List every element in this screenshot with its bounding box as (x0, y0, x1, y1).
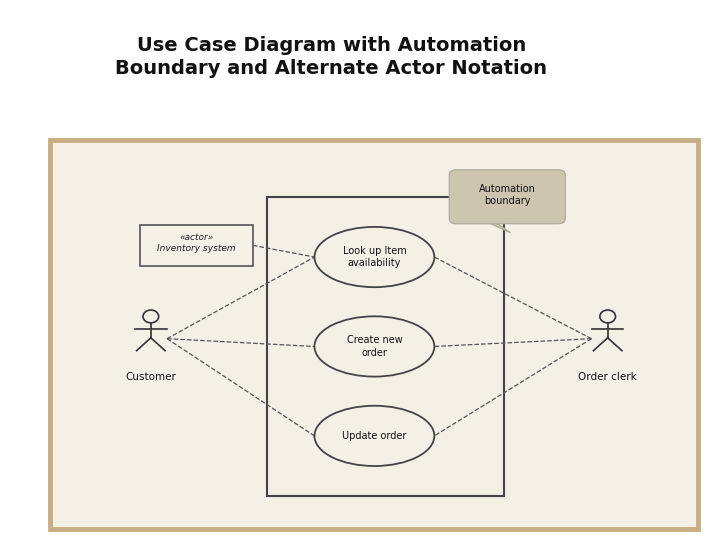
Ellipse shape (315, 316, 434, 376)
Text: Create new
order: Create new order (346, 335, 402, 357)
Text: 7: 7 (681, 23, 700, 50)
Text: «actor»
Inventory system: «actor» Inventory system (157, 233, 235, 253)
Text: Automation
boundary: Automation boundary (479, 184, 536, 206)
Bar (140, 225, 253, 266)
Text: Use Case Diagram with Automation
Boundary and Alternate Actor Notation: Use Case Diagram with Automation Boundar… (115, 36, 547, 78)
Text: Order clerk: Order clerk (578, 372, 637, 382)
FancyBboxPatch shape (449, 170, 565, 224)
Polygon shape (476, 217, 510, 233)
Bar (268, 197, 504, 496)
Ellipse shape (315, 227, 434, 287)
Text: Look up Item
availability: Look up Item availability (343, 246, 406, 268)
Text: Update order: Update order (342, 431, 407, 441)
Ellipse shape (315, 406, 434, 466)
FancyBboxPatch shape (50, 140, 698, 529)
Text: Customer: Customer (125, 372, 176, 382)
